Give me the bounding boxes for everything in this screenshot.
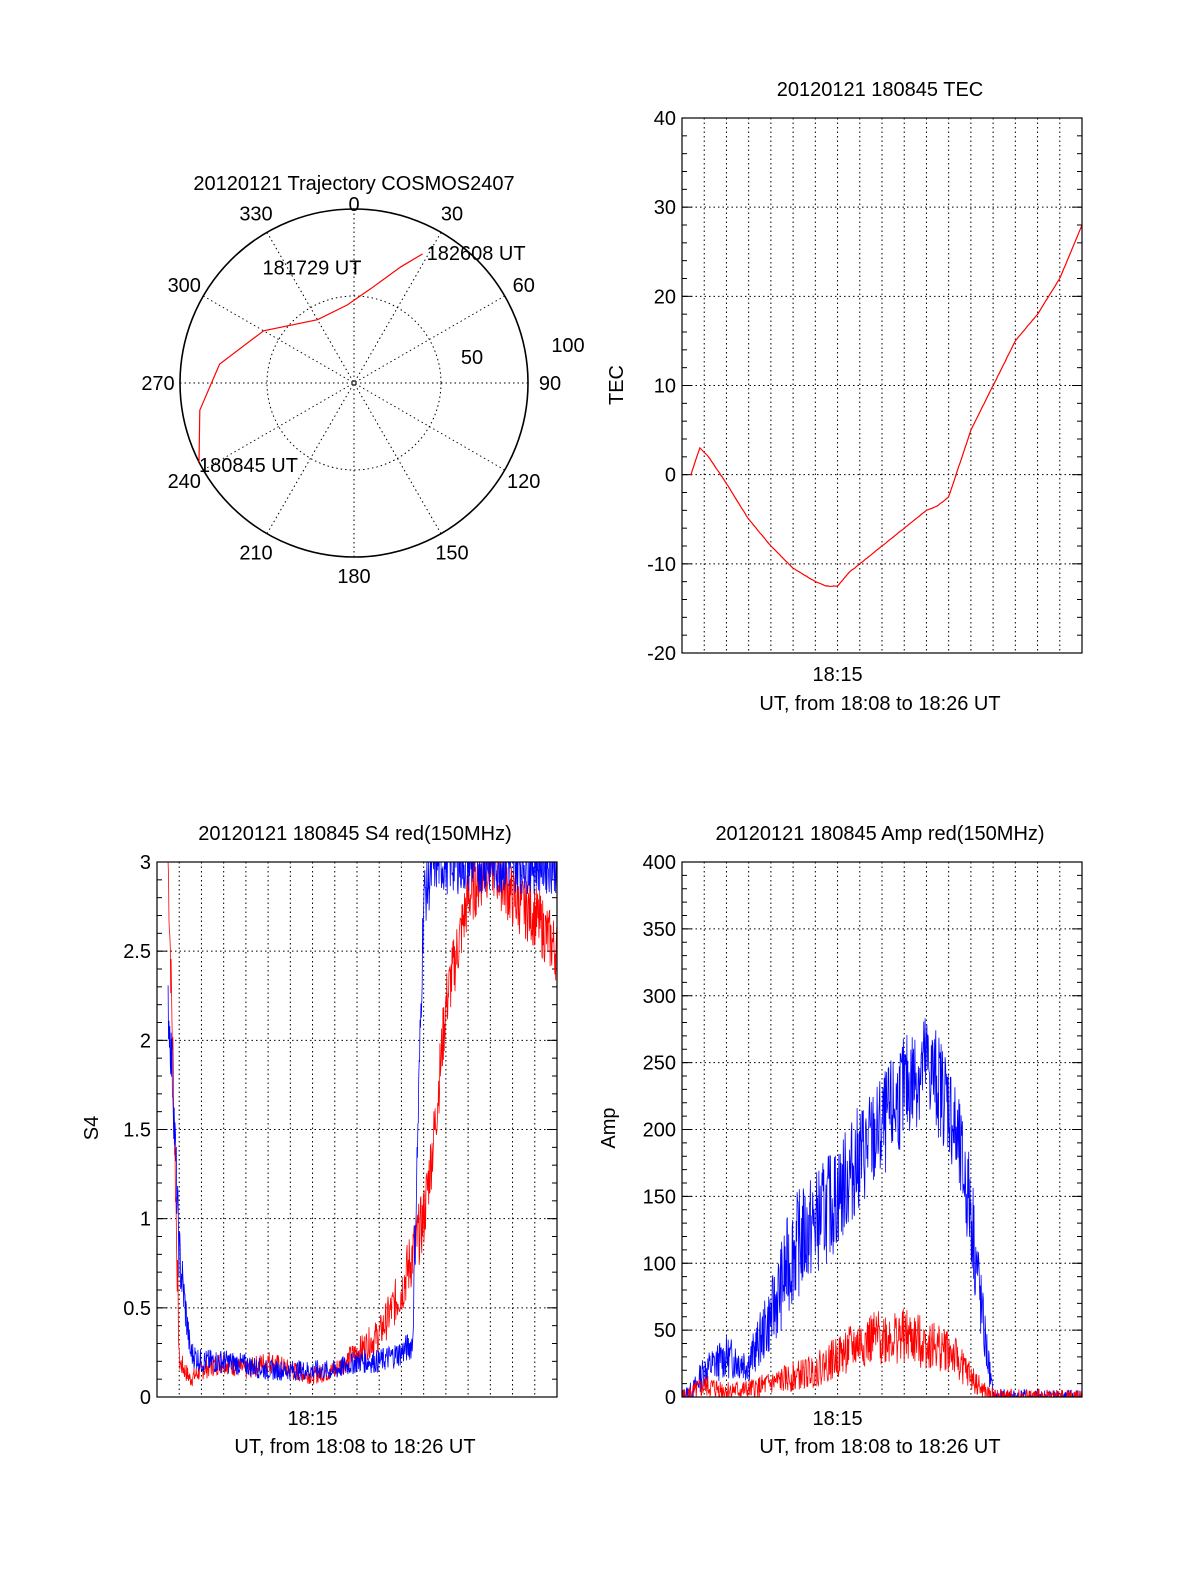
polar-azimuth-label: 330 — [239, 203, 272, 225]
polar-azimuth-label: 90 — [539, 373, 561, 395]
amp-title: 20120121 180845 Amp red(150MHz) — [715, 823, 1044, 845]
series-line — [167, 862, 557, 1387]
y-tick-label: 50 — [654, 1320, 676, 1342]
polar-azimuth-label: 300 — [168, 275, 201, 297]
y-tick-label: 30 — [654, 197, 676, 219]
polar-azimuth-label: 180 — [337, 566, 370, 588]
y-tick-label: 0.5 — [123, 1298, 151, 1320]
amp-xlabel: UT, from 18:08 to 18:26 UT — [759, 1436, 1000, 1458]
y-tick-label: 0 — [140, 1387, 151, 1409]
y-tick-label: 1.5 — [123, 1120, 151, 1142]
series-line — [167, 862, 557, 1381]
y-tick-label: 350 — [643, 919, 676, 941]
plot-frame — [156, 861, 558, 1398]
y-tick-label: 300 — [643, 986, 676, 1008]
tec-xlabel: UT, from 18:08 to 18:26 UT — [759, 693, 1000, 715]
trajectory-line — [198, 253, 423, 463]
tec-title: 20120121 180845 TEC — [777, 79, 983, 101]
y-tick-label: 10 — [654, 376, 676, 398]
plot-frame — [681, 861, 1083, 1398]
amp-ylabel: Amp — [598, 1107, 620, 1148]
polar-azimuth-label: 240 — [168, 471, 201, 493]
plot-frame — [681, 117, 1083, 654]
y-tick-label: 40 — [654, 108, 676, 130]
y-tick-label: 20 — [654, 286, 676, 308]
y-tick-label: 0 — [665, 465, 676, 487]
polar-azimuth-label: 30 — [441, 203, 463, 225]
y-tick-label: 250 — [643, 1053, 676, 1075]
y-tick-label: 0 — [665, 1387, 676, 1409]
polar-azimuth-label: 270 — [141, 373, 174, 395]
y-tick-label: 2 — [140, 1030, 151, 1052]
x-tick-label: 18:15 — [813, 664, 863, 686]
x-tick-label: 18:15 — [288, 1408, 338, 1430]
series-line — [690, 224, 1082, 587]
series-line — [682, 1018, 1082, 1397]
s4-panel: 20120121 180845 S4 red(150MHz) UT, from … — [81, 823, 558, 1458]
polar-azimuth-label: 150 — [435, 543, 468, 565]
y-tick-label: 400 — [643, 852, 676, 874]
tec-ylabel: TEC — [606, 365, 628, 405]
y-tick-label: 100 — [643, 1253, 676, 1275]
trajectory-point-label: 180845 UT — [199, 455, 298, 477]
y-tick-label: 200 — [643, 1120, 676, 1142]
amp-panel: 20120121 180845 Amp red(150MHz) UT, from… — [598, 823, 1083, 1458]
polar-title: 20120121 Trajectory COSMOS2407 — [193, 173, 514, 195]
y-tick-label: 150 — [643, 1186, 676, 1208]
polar-azimuth-label: 60 — [513, 275, 535, 297]
polar-trajectory-panel: 20120121 Trajectory COSMOS2407 0 30 60 90 12… — [141, 173, 584, 588]
polar-ring-label: 50 — [461, 347, 483, 369]
y-tick-label: -20 — [647, 643, 676, 665]
s4-title: 20120121 180845 S4 red(150MHz) — [198, 823, 512, 845]
y-tick-label: 3 — [140, 852, 151, 874]
polar-azimuth-label: 0 — [348, 194, 359, 216]
trajectory-point-label: 182608 UT — [427, 243, 526, 265]
x-tick-label: 18:15 — [813, 1408, 863, 1430]
polar-ring-label: 100 — [551, 335, 584, 357]
s4-xlabel: UT, from 18:08 to 18:26 UT — [234, 1436, 475, 1458]
trajectory-point-label: 181729 UT — [262, 258, 361, 280]
y-tick-label: -10 — [647, 554, 676, 576]
series-line — [682, 1308, 1082, 1397]
s4-ylabel: S4 — [81, 1116, 103, 1140]
polar-azimuth-label: 210 — [239, 543, 272, 565]
polar-azimuth-label: 120 — [507, 471, 540, 493]
y-tick-label: 2.5 — [123, 941, 151, 963]
tec-panel: 20120121 180845 TEC UT, from 18:08 to 18… — [606, 79, 1083, 715]
y-tick-label: 1 — [140, 1209, 151, 1231]
